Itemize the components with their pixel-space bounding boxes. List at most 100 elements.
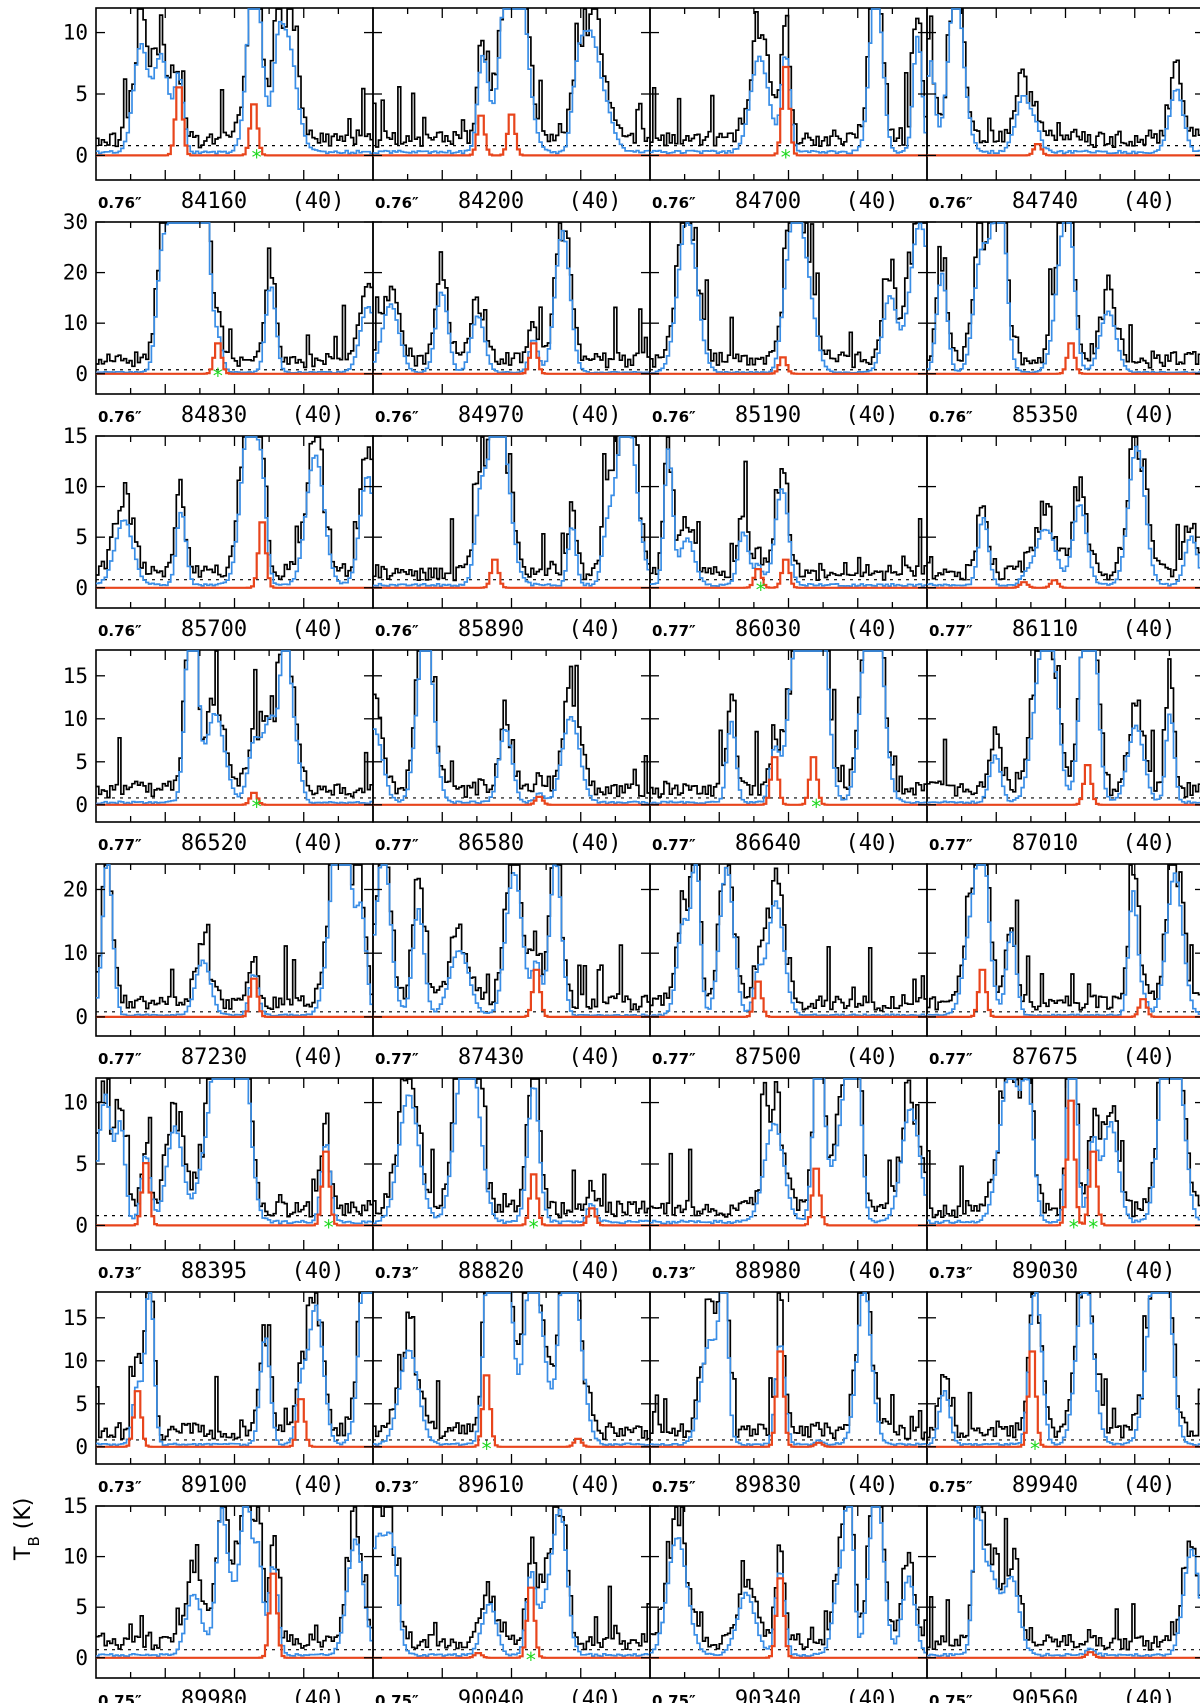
panel-frame [95,1505,374,1679]
width-label: (40) [1123,831,1176,856]
frequency-label: 88395 [181,1259,247,1284]
width-label: (40) [569,189,622,214]
panel-84970: 0.76″ 84970 (40) [372,221,651,428]
beam-size-label: 0.76″ [98,408,142,426]
full-model-spectrum [927,864,1200,1017]
species-model-spectrum [373,1586,650,1659]
panel-87010: 0.77″ 87010 (40) [926,649,1200,856]
frequency-label: 90560 [1012,1687,1078,1703]
y-tick-label: 15 [63,1494,88,1518]
width-label: (40) [569,1473,622,1498]
species-model-spectrum [650,756,927,806]
frequency-label: 84970 [458,403,524,428]
panel-85350: 0.76″ 85350 (40) [926,221,1200,428]
beam-size-label: 0.75″ [652,1478,696,1496]
y-tick-label: 0 [75,1646,88,1670]
beam-size-label: 0.76″ [375,408,419,426]
observed-spectrum [650,864,927,1012]
width-label: (40) [846,1687,899,1703]
observed-spectrum [96,8,373,149]
y-tick-label: 10 [63,311,88,335]
species-model-spectrum [96,1150,373,1227]
width-label: (40) [569,403,622,428]
observed-spectrum [373,864,650,1011]
panel-90040: * 0.75″ 90040 (40) [372,1505,651,1703]
panel-frame [926,1505,1200,1679]
species-model-spectrum [96,1572,373,1659]
frequency-label: 89830 [735,1473,801,1498]
line-marker-star: * [756,578,766,602]
y-axis-label-unit: (K) [11,1498,36,1537]
frequency-label: 89030 [1012,1259,1078,1284]
width-label: (40) [846,189,899,214]
y-tick-label: 5 [75,1152,88,1176]
frequency-label: 84200 [458,189,524,214]
observed-spectrum [927,1292,1200,1439]
frequency-label: 85350 [1012,403,1078,428]
y-axis-label: TB (K) [11,1498,43,1561]
width-label: (40) [292,1045,345,1070]
species-model-spectrum [650,1350,927,1448]
frequency-label: 89980 [181,1687,247,1703]
y-tick-label: 15 [63,424,88,448]
beam-size-label: 0.75″ [929,1692,973,1703]
species-model-spectrum [373,342,650,375]
frequency-label: 85890 [458,617,524,642]
species-model-spectrum [373,113,650,157]
width-label: (40) [1123,1473,1176,1498]
full-model-spectrum [927,1506,1200,1658]
observed-spectrum [96,864,373,1011]
species-model-spectrum [650,558,927,589]
full-model-spectrum [96,436,373,587]
species-model-spectrum [373,558,650,589]
beam-size-label: 0.77″ [929,622,973,640]
panel-86520: * 0 5 10 15 0.77″ 86520 (40) [63,649,374,856]
width-label: (40) [846,1045,899,1070]
full-model-spectrum [927,1078,1200,1225]
frequency-label: 87430 [458,1045,524,1070]
beam-size-label: 0.73″ [652,1264,696,1282]
width-label: (40) [292,831,345,856]
beam-size-label: 0.75″ [929,1478,973,1496]
observed-spectrum [650,1292,927,1440]
species-model-spectrum [96,342,373,375]
full-model-spectrum [373,650,650,805]
panel-84160: * 0 5 10 0.76″ 84160 (40) [63,7,374,214]
beam-size-label: 0.76″ [652,194,696,212]
y-tick-label: 30 [63,210,88,234]
observed-spectrum [373,1078,650,1219]
full-model-spectrum [650,1078,927,1225]
y-tick-label: 0 [75,1213,88,1237]
beam-size-label: 0.75″ [375,1692,419,1703]
width-label: (40) [846,617,899,642]
beam-size-label: 0.73″ [98,1264,142,1282]
line-marker-star: * [1088,1215,1098,1239]
species-model-spectrum [96,521,373,589]
observed-spectrum [373,650,650,798]
width-label: (40) [569,1259,622,1284]
width-label: (40) [292,403,345,428]
width-label: (40) [1123,1687,1176,1703]
width-label: (40) [569,1687,622,1703]
y-tick-label: 15 [63,664,88,688]
width-label: (40) [1123,403,1176,428]
full-model-spectrum [650,1506,927,1658]
beam-size-label: 0.76″ [652,408,696,426]
y-axis-label-main: T [11,1546,36,1561]
full-model-spectrum [96,1292,373,1447]
line-marker-star: * [526,1648,536,1672]
y-tick-label: 5 [75,750,88,774]
frequency-label: 84700 [735,189,801,214]
full-model-spectrum [373,1292,650,1447]
width-label: (40) [569,831,622,856]
line-marker-star: * [781,145,791,169]
observed-spectrum [373,436,650,582]
line-marker-star: * [811,795,821,819]
line-marker-star: * [1030,1437,1040,1461]
svg-text:TB (K): TB (K) [11,1498,43,1561]
panel-86110: 0.77″ 86110 (40) [926,435,1200,642]
panel-90560: 0.75″ 90560 (40) [926,1505,1200,1703]
full-model-spectrum [373,1078,650,1225]
full-model-spectrum [373,1508,650,1658]
width-label: (40) [292,1687,345,1703]
